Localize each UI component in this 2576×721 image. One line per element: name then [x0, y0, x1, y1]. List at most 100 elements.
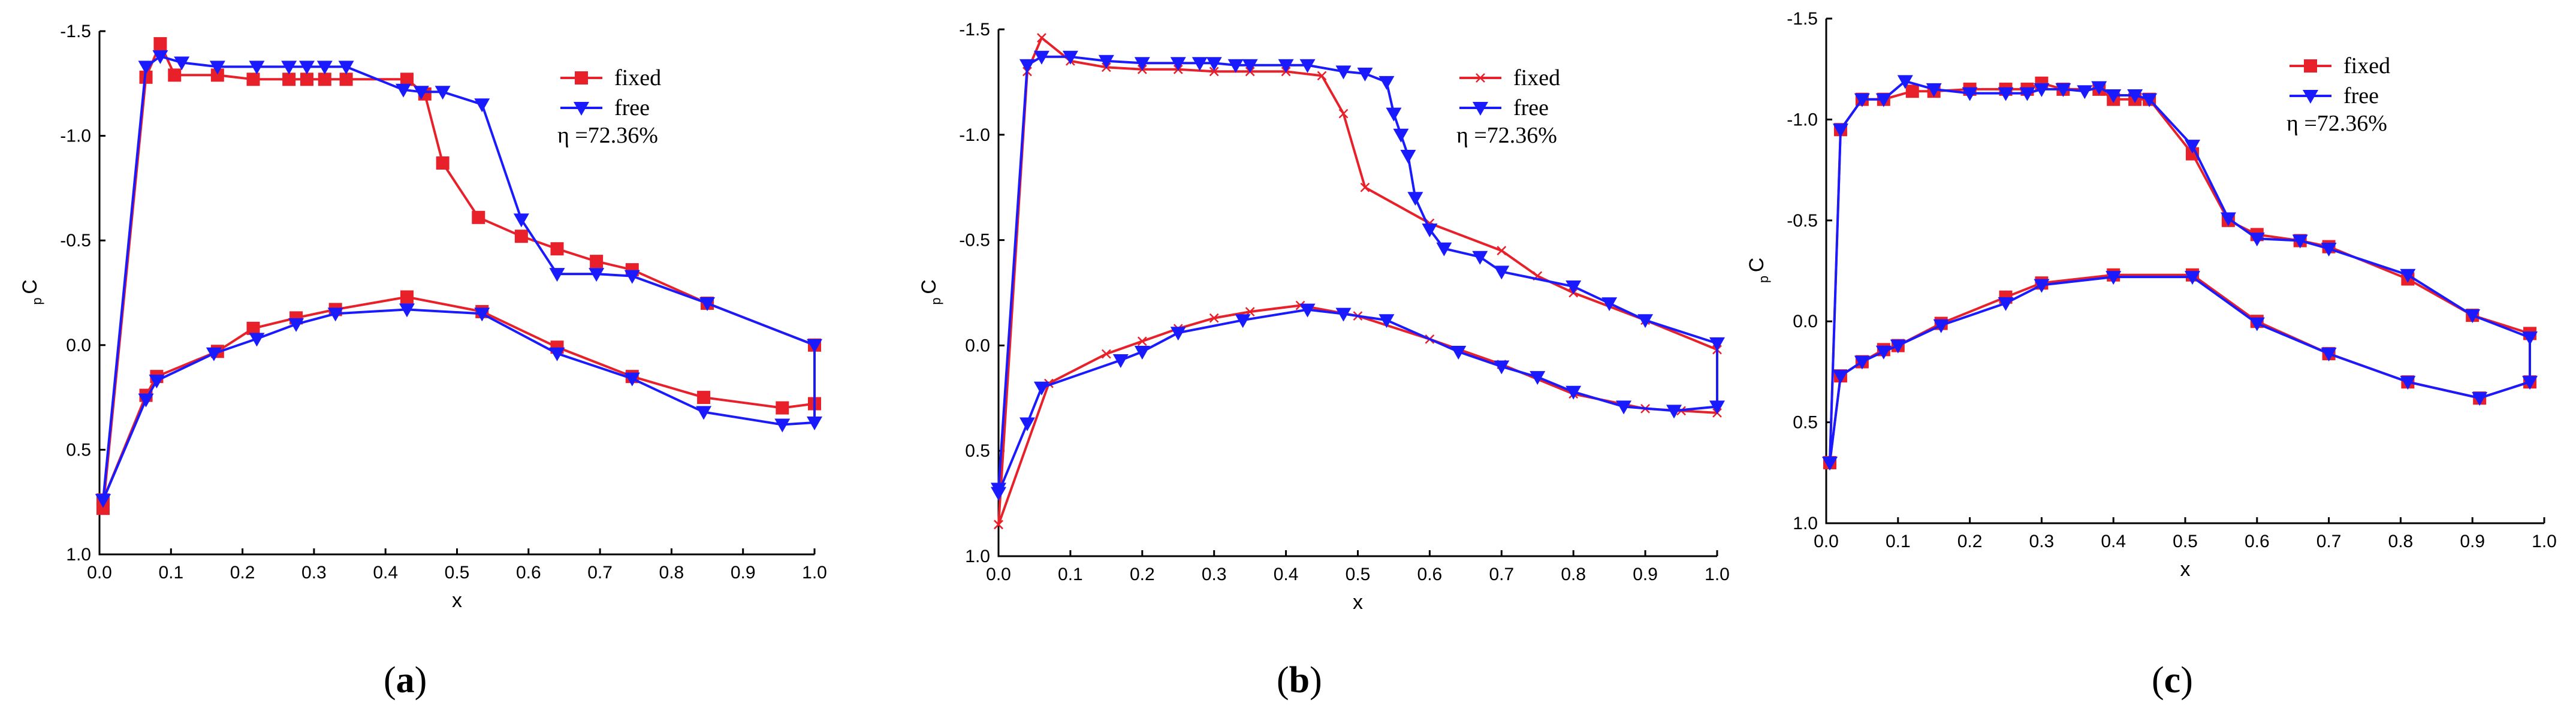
chart-c-point-free — [2106, 89, 2122, 103]
chart-b-y-axis-subscript: p — [928, 297, 943, 304]
chart-c-y-axis-label: C — [1745, 258, 1768, 273]
chart-c-point-free — [2522, 331, 2538, 346]
chart-b-point-free — [1494, 266, 1510, 280]
chart-b-x-tick-label: 0.9 — [1633, 565, 1658, 584]
chart-b-point-fixed — [994, 520, 1003, 530]
chart-c-legend: fixed free η =72.36% — [2287, 53, 2390, 136]
chart-b-point-free — [1235, 314, 1251, 328]
chart-b-point-free — [991, 487, 1006, 501]
chart-b-legend-free-marker — [1473, 102, 1488, 116]
caption-c-letter: c — [2164, 660, 2181, 701]
chart-b-point-fixed — [1360, 182, 1370, 192]
chart-a-legend: fixed free η =72.36% — [557, 65, 661, 148]
chart-a-point-free — [624, 270, 640, 284]
chart-c-y-tick-label: -0.5 — [1787, 211, 1818, 231]
chart-a-point-fixed — [318, 73, 331, 86]
chart-a-legend-free-marker — [574, 102, 589, 116]
chart-b-point-free — [1450, 345, 1467, 360]
chart-b-point-free — [1033, 50, 1049, 65]
chart-b-y-tick-label: -1.5 — [959, 20, 990, 40]
chart-a-point-free — [413, 86, 429, 100]
chart-a-point-free — [249, 333, 265, 347]
chart-a-y-tick-label: 0.5 — [66, 440, 91, 460]
chart-a-point-free — [774, 418, 791, 433]
chart-b-point-free — [1400, 149, 1416, 164]
chart-c-legend-free-label: free — [2343, 83, 2379, 108]
chart-b-y-tick-label: -0.5 — [959, 231, 990, 251]
chart-a-series-free — [95, 50, 822, 508]
chart-c-series-free — [1821, 75, 2538, 470]
chart-b-point-free — [1062, 50, 1078, 65]
chart-b-legend-fixed-marker — [1476, 73, 1485, 83]
chart-b-line-fixed — [997, 35, 1718, 525]
chart-b-point-free — [1019, 59, 1035, 73]
chart-c-x-tick-label: 0.2 — [1957, 532, 1983, 551]
chart-panel-b: 0.0 0.1 0.2 0.3 0.4 0.5 0.6 0.7 0.8 0.9 1.0 -1.5 -1.… — [857, 0, 1732, 721]
chart-c-point-free — [1962, 87, 1978, 101]
chart-c-point-free — [2034, 279, 2050, 293]
chart-a-legend-free-label: free — [614, 95, 650, 120]
chart-a-x-tick-label: 0.8 — [659, 563, 684, 583]
chart-c-point-free — [1933, 319, 1949, 333]
chart-c-point-free — [1875, 345, 1892, 360]
chart-a-x-tick-label: 0.4 — [373, 563, 398, 583]
chart-b-point-free — [1666, 405, 1682, 419]
chart-a-point-fixed — [153, 37, 167, 50]
chart-a-point-fixed — [400, 290, 414, 304]
chart-a-x-tick-label: 0.5 — [445, 563, 470, 583]
chart-a-point-free — [474, 98, 490, 113]
chart-b-point-free — [1170, 327, 1186, 341]
chart-b-legend-free-label: free — [1513, 95, 1549, 120]
chart-c-line-fixed — [1829, 82, 2531, 463]
chart-b-y-axis-label: C — [918, 279, 940, 294]
chart-a-y-tick-label: -1.0 — [60, 126, 91, 146]
chart-b-series-free — [991, 50, 1725, 501]
chart-b-point-fixed — [1338, 108, 1349, 119]
chart-a-point-free — [298, 61, 315, 75]
chart-a-y-tick-label: -0.5 — [60, 231, 91, 251]
chart-a-x-tick-label: 0.2 — [230, 563, 255, 583]
chart-a-point-free — [399, 303, 415, 318]
chart-a-point-free — [281, 61, 297, 75]
chart-a-x-tick-label: 0.3 — [301, 563, 327, 583]
chart-a-y-tick-label: 1.0 — [66, 545, 91, 565]
chart-a-point-fixed — [282, 73, 296, 86]
chart-c-point-free — [2472, 392, 2488, 406]
chart-b-point-free — [1134, 57, 1150, 71]
chart-c-legend-eta: η =72.36% — [2287, 111, 2387, 136]
chart-c-point-free — [2019, 87, 2035, 101]
chart-a-point-fixed — [514, 230, 528, 243]
chart-c-x-tick-label: 0.6 — [2245, 532, 2270, 551]
chart-b-point-free — [1407, 192, 1423, 206]
chart-c-point-free — [2127, 89, 2143, 103]
chart-a-x-tick-label: 0.1 — [158, 563, 183, 583]
chart-b-point-free — [1379, 76, 1395, 90]
chart-a-y-tick-label: -1.5 — [60, 22, 91, 41]
chart-c-series-fixed — [1823, 76, 2537, 469]
chart-b-x-tick-label: 0.4 — [1274, 565, 1299, 584]
chart-a-x-tick-label: 1.0 — [802, 563, 827, 583]
chart-b-y-tick-label: 0.5 — [965, 441, 990, 461]
chart-a-point-free — [149, 375, 165, 389]
chart-a-x-tick-label: 0.7 — [587, 563, 613, 583]
chart-a-point-fixed — [300, 73, 313, 86]
chart-b-point-fixed — [1497, 246, 1507, 256]
chart-b-point-free — [1379, 314, 1395, 328]
caption-c-open: ( — [2152, 660, 2164, 701]
chart-a-point-free — [435, 86, 451, 100]
chart-c-point-free — [2184, 140, 2200, 154]
chart-a-point-free — [138, 61, 154, 75]
chart-b-point-free — [1637, 314, 1654, 328]
chart-a-point-free — [624, 372, 640, 387]
chart-b-point-free — [1242, 59, 1258, 73]
chart-b-x-tick-label: 0.1 — [1058, 565, 1083, 584]
chart-c-point-free — [2077, 85, 2093, 99]
chart-c-x-tick-label: 0.5 — [2173, 532, 2198, 551]
caption-b-letter: b — [1289, 660, 1310, 701]
chart-c-point-free — [1926, 83, 1942, 97]
caption-a-close: ) — [414, 660, 427, 701]
chart-a-point-fixed — [550, 242, 564, 256]
caption-a-letter: a — [396, 660, 415, 701]
chart-b-x-tick-label: 0.5 — [1346, 565, 1371, 584]
chart-a-legend-eta: η =72.36% — [557, 123, 658, 148]
